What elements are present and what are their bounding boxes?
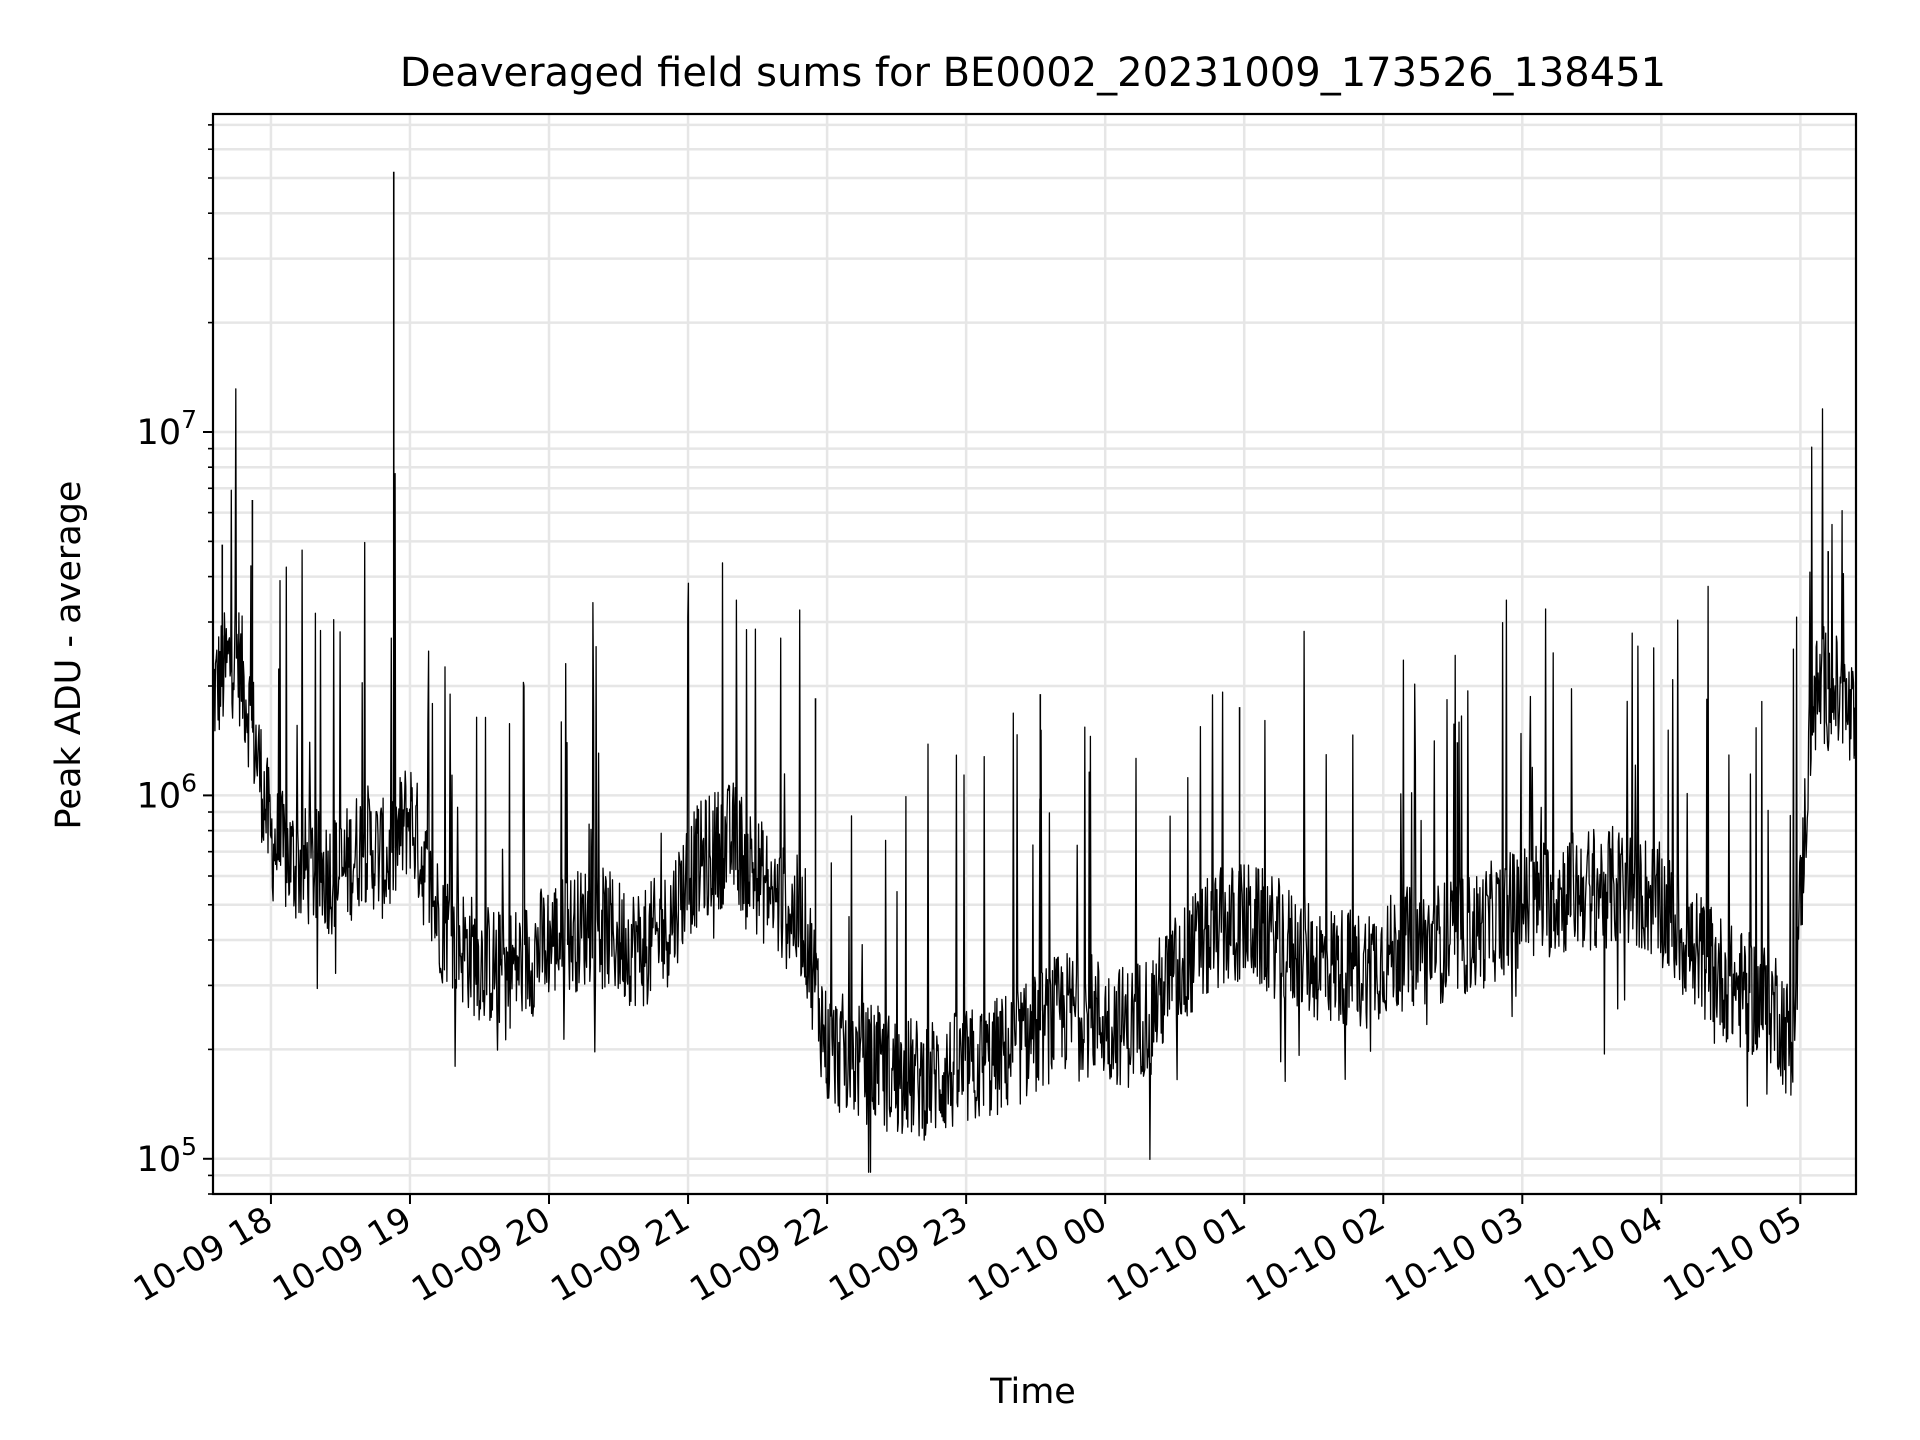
axes-frame [211,112,1858,1196]
chart-title: Deaveraged field sums for BE0002_2023100… [400,50,1666,96]
y-tick-label: 107 [137,405,197,453]
y-tick-label: 105 [137,1132,197,1180]
data-line [212,388,1857,1173]
y-tick-label: 106 [137,768,197,816]
x-tick-label: 10-09 21 [544,1199,696,1310]
x-tick-label: 10-10 01 [1100,1199,1252,1310]
x-tick-label: 10-10 04 [1517,1199,1669,1310]
x-tick-label: 10-09 18 [127,1199,279,1310]
x-tick-label: 10-10 00 [961,1199,1113,1310]
x-axis-label: Time [989,1372,1076,1412]
x-tick-label: 10-10 03 [1378,1199,1530,1310]
x-tick-label: 10-10 05 [1657,1199,1809,1310]
x-tick-label: 10-09 19 [266,1199,418,1310]
x-tick-label: 10-09 22 [683,1199,835,1310]
x-tick-label: 10-09 20 [405,1199,557,1310]
x-tick-label: 10-10 02 [1239,1199,1391,1310]
y-axis-label: Peak ADU - average [49,481,89,830]
x-tick-label: 10-09 23 [822,1199,974,1310]
